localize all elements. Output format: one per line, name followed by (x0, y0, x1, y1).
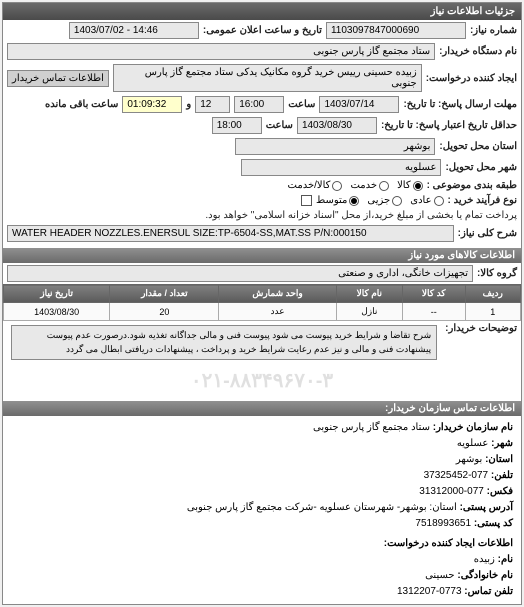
budget-opt-0[interactable]: کالا (397, 180, 423, 191)
cell: 20 (110, 303, 219, 321)
request-number-label: شماره نیاز: (470, 25, 517, 36)
valid-until-time-label: ساعت (266, 120, 293, 131)
name-k: نام: (498, 554, 513, 565)
radio-icon (413, 181, 423, 191)
delivery-city-value: عسلویه (241, 159, 441, 176)
city-k: شهر: (491, 438, 513, 449)
delivery-state-value: بوشهر (235, 138, 435, 155)
deadline-time-label: ساعت (288, 99, 315, 110)
phone-v: 0773-1312207 (397, 586, 462, 597)
watermark-phone: ۰۲۱-۸۸۳۴۹۶۷۰-۳ (3, 364, 521, 397)
buyer-org-value: ستاد مجتمع گاز پارس جنوبی (7, 43, 435, 60)
items-table: ردیف کد کالا نام کالا واحد شمارش تعداد /… (3, 284, 521, 321)
tel-k: تلفن: (491, 470, 513, 481)
radio-icon (332, 181, 342, 191)
fax-v: 077-31312000 (419, 486, 484, 497)
tel-v: 077-37325452 (424, 470, 489, 481)
col-1: کد کالا (402, 285, 465, 303)
budget-label: طبقه بندی موضوعی : (427, 180, 517, 191)
col-5: تاریخ نیاز (4, 285, 110, 303)
budget-radio-group: کالا خدمت کالا/خدمت (288, 180, 423, 191)
budget-opt-2[interactable]: کالا/خدمت (288, 180, 343, 191)
cell: 1 (465, 303, 520, 321)
request-number-value: 1103097847000690 (326, 22, 466, 39)
and-label: و (186, 99, 191, 110)
province-v: بوشهر (456, 454, 482, 465)
remain-time: 01:09:32 (122, 96, 182, 113)
deadline-label: مهلت ارسال پاسخ: تا تاریخ: (403, 99, 517, 110)
radio-icon (349, 196, 359, 206)
delivery-city-label: شهر محل تحویل: (445, 162, 517, 173)
requester-value: زبیده حسینی رییس خرید گروه مکانیک یدکی س… (113, 64, 422, 92)
delivery-state-label: استان محل تحویل: (439, 141, 517, 152)
postal-k: کد پستی: (474, 518, 513, 529)
radio-icon (392, 196, 402, 206)
valid-until-label: حداقل تاریخ اعتبار پاسخ: تا تاریخ: (381, 120, 517, 131)
col-0: ردیف (465, 285, 520, 303)
desc-key-value: WATER HEADER NOZZLES.ENERSUL SIZE:TP-650… (7, 225, 454, 242)
radio-icon (379, 181, 389, 191)
table-header-row: ردیف کد کالا نام کالا واحد شمارش تعداد /… (4, 285, 521, 303)
valid-until-time: 18:00 (212, 117, 262, 134)
org-v: ستاد مجتمع گاز پارس جنوبی (313, 422, 430, 433)
addr-v: استان: بوشهر- شهرستان عسلویه -شرکت مجتمع… (187, 502, 457, 513)
buyer-notes-label: توضیحات خریدار: (445, 323, 517, 334)
proc-opt-1[interactable]: جزیی (367, 195, 402, 206)
items-section-title: اطلاعات کالاهای مورد نیاز (3, 248, 521, 263)
contact-section-title: اطلاعات تماس سازمان خریدار: (3, 401, 521, 416)
table-row: 1 -- نازل عدد 20 1403/08/30 (4, 303, 521, 321)
proc-opt-2[interactable]: متوسط (316, 195, 359, 206)
proc-opt-0[interactable]: عادی (410, 195, 443, 206)
fax-k: فکس: (487, 486, 513, 497)
phone-k: تلفن تماس: (464, 586, 513, 597)
postal-v: 7518993651 (415, 518, 471, 529)
treasury-checkbox[interactable] (301, 195, 312, 206)
buyer-org-label: نام دستگاه خریدار: (439, 46, 517, 57)
remain-label: ساعت باقی مانده (45, 99, 118, 110)
details-panel: جزئیات اطلاعات نیاز شماره نیاز: 11030978… (2, 2, 522, 605)
deadline-time: 16:00 (234, 96, 284, 113)
budget-opt-1[interactable]: خدمت (350, 180, 389, 191)
cell: عدد (219, 303, 336, 321)
treasury-note: پرداخت تمام یا بخشی از مبلغ خرید،از محل … (205, 210, 517, 221)
panel-title: جزئیات اطلاعات نیاز (3, 3, 521, 20)
city-v: عسلویه (457, 438, 489, 449)
deadline-date: 1403/07/14 (319, 96, 399, 113)
req-creator-section: اطلاعات ایجاد کننده درخواست: (11, 536, 513, 552)
remain-days: 12 (195, 96, 230, 113)
org-k: نام سازمان خریدار: (433, 422, 513, 433)
public-date-label: تاریخ و ساعت اعلان عمومی: (203, 25, 322, 36)
public-date-value: 1403/07/02 - 14:46 (69, 22, 199, 39)
group-label: گروه کالا: (477, 268, 517, 279)
buyer-notes-text: شرح تقاضا و شرایط خرید پیوست می شود پیوس… (11, 325, 437, 360)
desc-key-label: شرح کلی نیاز: (458, 228, 517, 239)
province-k: استان: (485, 454, 513, 465)
col-2: نام کالا (336, 285, 402, 303)
radio-icon (434, 196, 444, 206)
requester-label: ایجاد کننده درخواست: (426, 73, 517, 84)
contact-info-button[interactable]: اطلاعات تماس خریدار (7, 70, 109, 87)
proc-type-radio-group: عادی جزیی متوسط (316, 195, 444, 206)
valid-until-date: 1403/08/30 (297, 117, 377, 134)
cell: -- (402, 303, 465, 321)
addr-k: آدرس پستی: (460, 502, 513, 513)
group-value: تجهیزات خانگی، اداری و صنعتی (7, 265, 473, 282)
cell: نازل (336, 303, 402, 321)
col-3: واحد شمارش (219, 285, 336, 303)
col-4: تعداد / مقدار (110, 285, 219, 303)
name-v: زبیده (474, 554, 495, 565)
proc-type-label: نوع فرآیند خرید : (448, 195, 517, 206)
cell: 1403/08/30 (4, 303, 110, 321)
